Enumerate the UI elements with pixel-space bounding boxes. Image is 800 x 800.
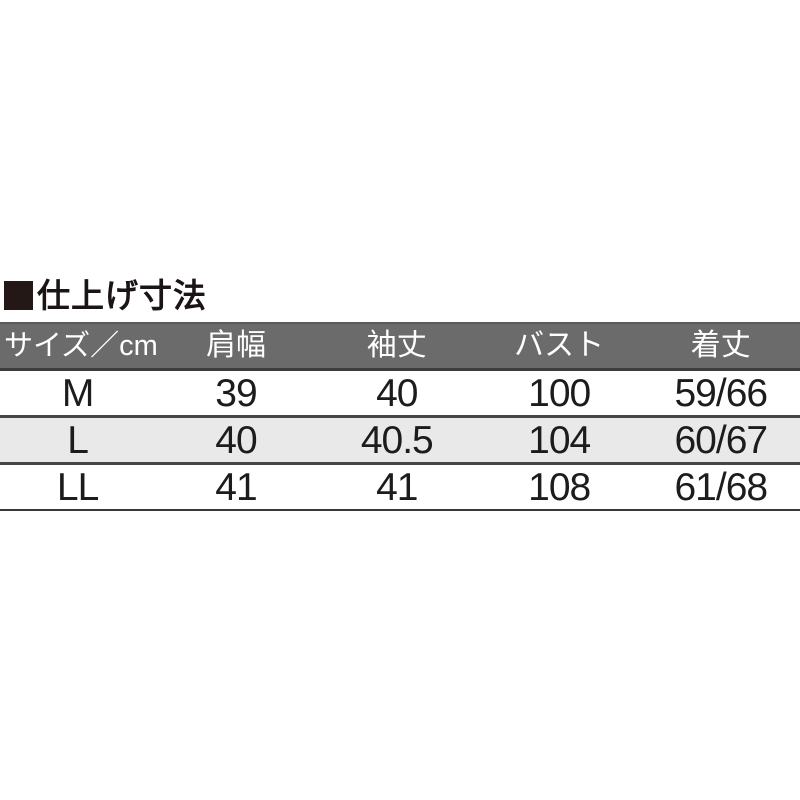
cell-bust: 104 [528,418,591,462]
table-row-size-m: M 39 40 100 59/66 [0,369,800,417]
size-table: サイズ／cm 肩幅 袖丈 バスト 着丈 M 39 40 100 59/66 L [0,322,800,511]
header-cell-shoulder-width: 肩幅 [205,329,266,362]
cell-size-label: LL [56,465,99,509]
cell-sleeve-length: 41 [376,465,418,509]
cell-body-length: 60/67 [674,418,768,462]
cell-shoulder-width: 40 [215,418,257,462]
cell-body-length: 61/68 [674,465,768,509]
section-title-text: 仕上げ寸法 [37,276,207,314]
table-row-size-l: L 40 40.5 104 60/67 [0,416,800,464]
header-cell-bust: バスト [514,329,605,362]
size-table-body: M 39 40 100 59/66 L 40 40.5 104 60/67 LL… [0,369,800,510]
cell-shoulder-width: 39 [215,371,257,415]
cell-body-length: 59/66 [674,371,768,415]
cell-size-label: L [67,418,89,462]
header-cell-size-unit: サイズ／cm [4,329,158,362]
cell-sleeve-length: 40.5 [360,418,434,462]
section-title: 仕上げ寸法 [4,276,800,314]
cell-size-label: M [61,371,95,415]
size-spec-section: 仕上げ寸法 サイズ／cm 肩幅 袖丈 バスト 着丈 M 39 40 [0,276,800,511]
cell-bust: 100 [528,371,591,415]
header-cell-sleeve-length: 袖丈 [366,329,427,362]
table-row-size-ll: LL 41 41 108 61/68 [0,463,800,510]
cell-shoulder-width: 41 [215,465,257,509]
cell-sleeve-length: 40 [376,371,418,415]
header-cell-body-length: 着丈 [690,329,751,362]
header-row: サイズ／cm 肩幅 袖丈 バスト 着丈 [0,323,800,370]
title-bullet-square-icon [4,280,33,310]
cell-bust: 108 [528,465,591,509]
size-table-header: サイズ／cm 肩幅 袖丈 バスト 着丈 [0,323,800,370]
